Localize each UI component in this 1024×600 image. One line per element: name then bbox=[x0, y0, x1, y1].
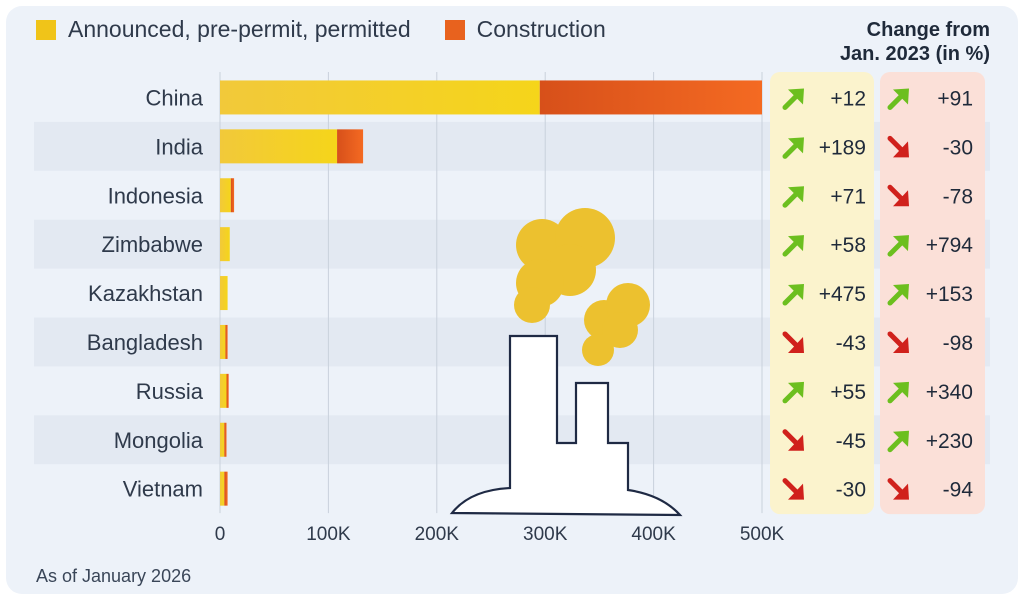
arrow-up-icon-head bbox=[788, 381, 804, 398]
change-header-line2: Jan. 2023 (in %) bbox=[839, 43, 990, 65]
category-label: India bbox=[155, 134, 203, 159]
category-label: Indonesia bbox=[108, 183, 204, 208]
category-label: Bangladesh bbox=[87, 330, 203, 355]
category-label: China bbox=[146, 85, 204, 110]
bar-announced bbox=[220, 324, 226, 359]
bar-construction bbox=[224, 422, 227, 457]
arrow-up-icon-head bbox=[893, 235, 909, 252]
change-value: -78 bbox=[943, 185, 973, 208]
legend-swatch-announced bbox=[36, 19, 56, 40]
change-value: +12 bbox=[830, 87, 866, 110]
change-value: +58 bbox=[830, 234, 866, 257]
bar-announced bbox=[220, 227, 230, 262]
arrow-down-icon-head bbox=[893, 141, 909, 158]
arrow-up-icon-head bbox=[788, 235, 804, 252]
legend-item-announced: Announced, pre-permit, permitted bbox=[36, 16, 411, 43]
category-label: Mongolia bbox=[114, 428, 204, 453]
bar-construction bbox=[226, 373, 229, 408]
x-tick-label: 500K bbox=[740, 524, 785, 545]
x-tick-label: 400K bbox=[631, 524, 676, 545]
bar-announced bbox=[220, 80, 540, 115]
arrow-down-icon-head bbox=[893, 336, 909, 353]
legend-swatch-construction bbox=[444, 19, 465, 40]
legend-label-announced: Announced, pre-permit, permitted bbox=[68, 16, 411, 42]
legend-item-construction: Construction bbox=[444, 16, 606, 43]
change-value: +230 bbox=[926, 430, 973, 453]
change-value: +153 bbox=[926, 283, 973, 306]
arrow-up-icon-head bbox=[893, 284, 909, 301]
bar-announced bbox=[220, 422, 225, 457]
change-value: -43 bbox=[836, 332, 866, 355]
x-tick-label: 0 bbox=[215, 524, 226, 545]
change-value: +71 bbox=[830, 185, 866, 208]
legend: Announced, pre-permit, permitted Constru… bbox=[36, 16, 640, 43]
change-value: +475 bbox=[819, 283, 866, 306]
category-label: Kazakhstan bbox=[88, 281, 203, 306]
arrow-up-icon-head bbox=[788, 186, 804, 203]
bar-construction bbox=[337, 129, 364, 164]
category-label: Zimbabwe bbox=[102, 232, 203, 257]
arrow-up-icon-head bbox=[788, 284, 804, 301]
footnote: As of January 2026 bbox=[36, 566, 192, 586]
category-label: Vietnam bbox=[123, 477, 203, 502]
x-tick-label: 200K bbox=[415, 524, 460, 545]
bar-announced bbox=[220, 471, 225, 506]
arrow-up-icon-head bbox=[893, 88, 909, 105]
arrow-down-icon-head bbox=[788, 434, 804, 451]
arrow-up-icon-head bbox=[788, 137, 804, 154]
change-value: +794 bbox=[926, 234, 974, 257]
arrow-down-icon-head bbox=[893, 190, 909, 207]
bar-construction bbox=[230, 178, 235, 213]
change-value: +91 bbox=[937, 87, 973, 110]
bar-announced bbox=[220, 129, 338, 164]
bar-construction bbox=[225, 324, 228, 359]
change-value: +189 bbox=[819, 136, 866, 159]
change-value: -98 bbox=[943, 332, 973, 355]
category-label: Russia bbox=[136, 379, 204, 404]
change-column-2-bg bbox=[880, 72, 985, 515]
change-value: +340 bbox=[926, 381, 973, 404]
bar-announced bbox=[220, 276, 228, 311]
factory-illustration bbox=[449, 208, 683, 517]
legend-label-construction: Construction bbox=[476, 16, 606, 42]
bar-construction bbox=[224, 471, 228, 506]
change-column-1-bg bbox=[770, 72, 874, 515]
arrow-down-icon-head bbox=[788, 483, 804, 500]
bar-construction bbox=[539, 80, 762, 115]
arrow-down-icon-head bbox=[893, 483, 909, 500]
arrow-up-icon-head bbox=[788, 88, 804, 105]
change-header-line1: Change from bbox=[866, 19, 990, 41]
bar-announced bbox=[220, 178, 231, 213]
change-value: -94 bbox=[943, 479, 974, 502]
change-value: -30 bbox=[943, 136, 973, 159]
change-header: Change from Jan. 2023 (in %) bbox=[840, 18, 990, 66]
bar-announced bbox=[220, 373, 227, 408]
arrow-up-icon-head bbox=[893, 430, 909, 447]
change-value: +55 bbox=[830, 381, 866, 404]
change-value: -30 bbox=[836, 479, 866, 502]
x-tick-label: 300K bbox=[523, 524, 568, 545]
arrow-down-icon-head bbox=[788, 336, 804, 353]
x-tick-label: 100K bbox=[306, 524, 351, 545]
arrow-up-icon-head bbox=[893, 381, 909, 398]
change-value: -45 bbox=[836, 430, 866, 453]
